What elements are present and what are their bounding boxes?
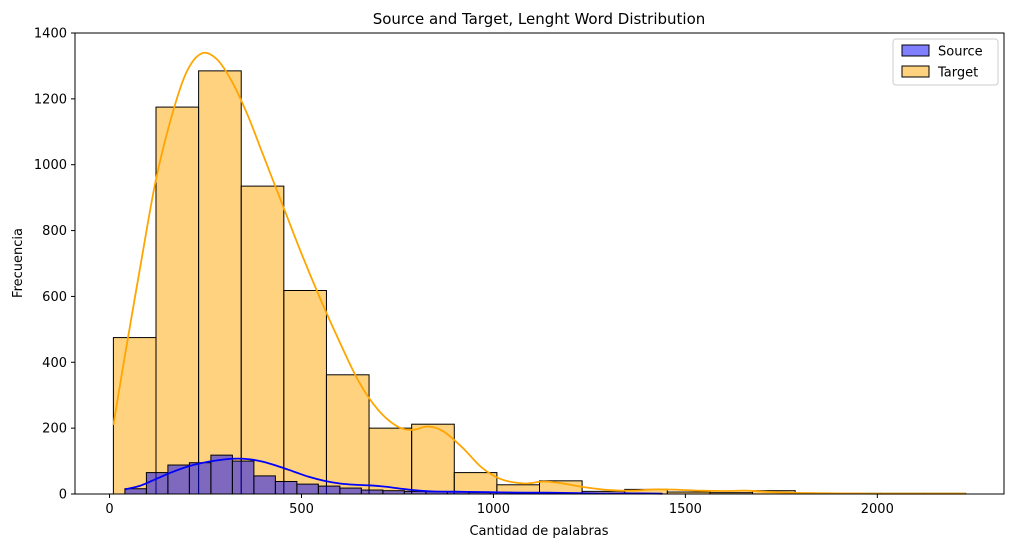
x-axis: 0 500 1000 1500 2000 (105, 494, 894, 517)
y-tick-label: 0 (59, 488, 67, 503)
target-bar (411, 423, 455, 495)
target-bar (112, 337, 157, 495)
y-tick-label: 800 (42, 224, 67, 239)
source-bar (274, 480, 298, 495)
y-tick-label: 400 (42, 356, 67, 371)
target-bar (368, 427, 413, 495)
chart-title: Source and Target, Lenght Word Distribut… (373, 10, 706, 28)
legend-swatch-source (901, 44, 930, 57)
y-tick-label: 600 (42, 290, 67, 305)
legend-label-source: Source (938, 45, 983, 60)
x-tick-label: 2000 (861, 502, 894, 517)
x-tick-label: 0 (105, 502, 113, 517)
target-kde-line (112, 51, 966, 495)
y-axis-label: Frecuencia (11, 228, 26, 298)
y-tick-label: 200 (42, 422, 67, 437)
source-bar (317, 485, 341, 495)
source-bar (296, 483, 319, 495)
target-bar (325, 374, 370, 495)
x-tick-label: 1500 (669, 502, 702, 517)
target-bar (283, 290, 327, 495)
y-tick-label: 1000 (34, 158, 67, 173)
source-bar (360, 489, 384, 495)
legend-swatch-target (901, 65, 930, 78)
source-bar (253, 475, 276, 495)
x-axis-label: Cantidad de palabras (469, 524, 608, 539)
legend: Source Target (892, 38, 999, 86)
target-bars (112, 70, 967, 495)
y-tick-label: 1400 (34, 27, 67, 42)
source-bars (124, 454, 663, 495)
x-tick-label: 500 (289, 502, 314, 517)
source-kde-line (124, 457, 663, 495)
source-bar (339, 487, 362, 495)
x-tick-label: 1000 (477, 502, 510, 517)
target-bar (155, 106, 200, 495)
legend-label-target: Target (937, 66, 978, 81)
y-tick-label: 1200 (34, 92, 67, 107)
target-bar (198, 70, 242, 495)
target-bar (240, 185, 285, 495)
plot-area (112, 51, 967, 495)
axes-frame (74, 32, 1005, 495)
y-axis: 0 200 400 600 800 1000 1200 1400 (34, 27, 75, 503)
source-bar (188, 462, 212, 495)
source-bar (231, 460, 255, 495)
target-bar (453, 472, 498, 495)
